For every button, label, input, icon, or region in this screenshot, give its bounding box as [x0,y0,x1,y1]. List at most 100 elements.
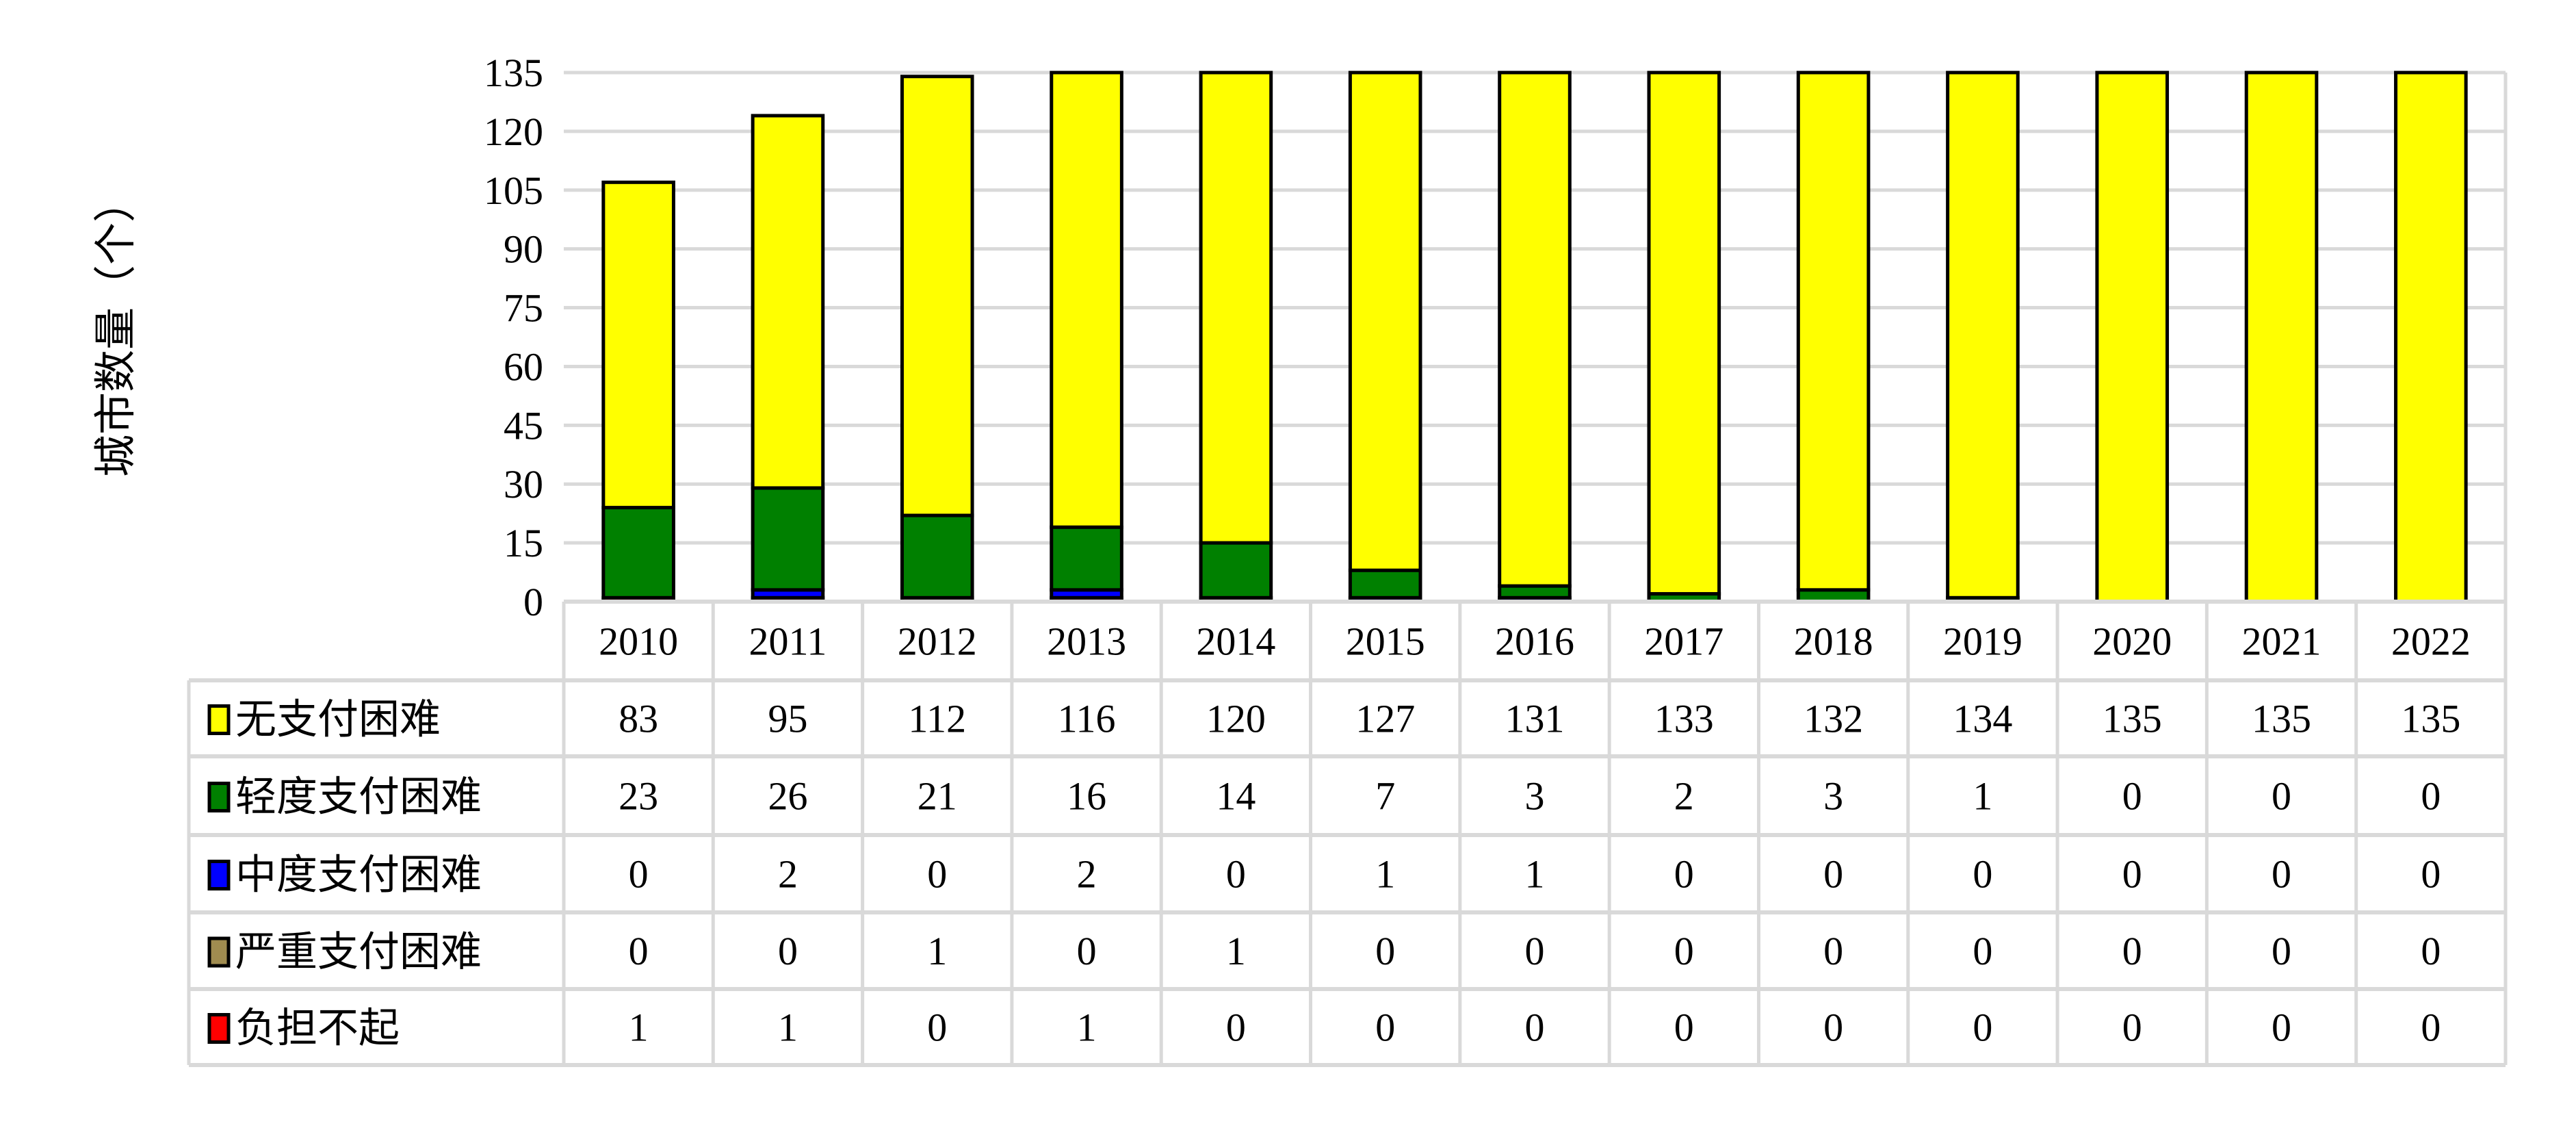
data-label: 0 [927,852,947,897]
data-label: 0 [927,1005,947,1050]
y-tick-label: 30 [504,462,543,507]
data-label: 1 [1973,774,1992,819]
bar-segment [601,506,675,600]
x-tick-label: 2019 [1943,619,2022,664]
data-label: 1 [629,1005,649,1050]
data-label: 112 [908,697,966,741]
x-tick-label: 2010 [599,619,678,664]
data-label: 116 [1058,697,1116,741]
data-label: 0 [2272,852,2291,897]
bar-segment [2244,70,2319,604]
legend-label: 无支付困难 [235,697,441,743]
bar-segment [1498,70,1572,588]
legend-swatch [207,936,231,968]
data-label: 131 [1505,697,1565,741]
data-label: 0 [1525,1005,1545,1050]
bar-segment [751,486,825,592]
data-label: 0 [2122,929,2142,973]
bar-segment [601,180,675,510]
y-tick-label: 15 [504,521,543,565]
legend-swatch [207,1013,231,1044]
y-tick-label: 45 [504,403,543,448]
data-label: 0 [2272,1005,2291,1050]
data-label: 0 [2122,852,2142,897]
bar-segment [2095,70,2170,604]
data-label: 0 [2421,852,2441,897]
bar-segment [1199,70,1273,545]
data-label: 120 [1206,697,1266,741]
x-tick-label: 2022 [2391,619,2471,664]
data-label: 0 [1973,929,1992,973]
data-label: 135 [2103,697,2162,741]
data-label: 1 [1226,929,1246,973]
bar-segment [1050,525,1123,592]
bars [601,70,2468,604]
data-label: 134 [1953,697,2012,741]
data-label: 1 [1077,1005,1097,1050]
data-label: 0 [2122,1005,2142,1050]
data-label: 0 [2421,929,2441,973]
bar-segment [751,114,825,490]
legend-label: 严重支付困难 [235,930,482,975]
legend-label: 负担不起 [235,1006,400,1051]
data-label: 0 [1077,929,1097,973]
data-label: 2 [1674,774,1694,819]
x-tick-label: 2012 [898,619,977,664]
data-label: 3 [1823,774,1843,819]
data-label: 127 [1355,697,1415,741]
y-axis-title: 城市数量（个） [93,180,140,477]
data-label: 7 [1375,774,1395,819]
data-label: 0 [1226,1005,1246,1050]
x-tick-label: 2017 [1644,619,1723,664]
y-tick-label: 75 [504,286,543,331]
data-label: 0 [1973,1005,1992,1050]
data-label: 0 [1823,929,1843,973]
data-label: 83 [619,697,658,741]
data-label: 0 [1375,929,1395,973]
x-tick-label: 2011 [749,619,827,664]
data-table: 2010 2011 2012 2013 2014 2015 2016 2017 2018 2019… [187,600,2508,1067]
data-label: 0 [1674,929,1694,973]
legend-label: 中度支付困难 [235,853,482,898]
bar-segment [1498,584,1572,600]
data-label: 0 [1973,852,1992,897]
data-label: 132 [1804,697,1863,741]
bar-segment [900,513,974,600]
data-label: 135 [2252,697,2311,741]
legend-swatch [207,860,231,890]
data-label: 0 [2421,1005,2441,1050]
x-tick-label: 2015 [1346,619,1425,664]
data-label: 1 [778,1005,798,1050]
legend-swatch [207,704,231,735]
data-label: 0 [1375,1005,1395,1050]
data-label: 0 [629,929,649,973]
bar-segment [1946,70,2020,600]
x-tick-label: 2016 [1495,619,1574,664]
y-tick-label: 105 [484,168,543,213]
data-label: 23 [619,774,658,819]
y-axis: 0 15 30 45 60 75 90 105 120 135 [484,51,543,624]
bar-segment [900,75,974,517]
data-label: 133 [1654,697,1714,741]
x-tick-label: 2020 [2092,619,2172,664]
x-tick-label: 2018 [1794,619,1873,664]
data-label: 3 [1525,774,1545,819]
data-label: 26 [768,774,807,819]
y-tick-label: 135 [484,51,543,95]
bar-segment [1199,541,1273,600]
y-tick-label: 0 [523,580,543,624]
x-tick-label: 2013 [1047,619,1126,664]
data-label: 0 [629,852,649,897]
data-label: 0 [2122,774,2142,819]
data-label: 0 [1226,852,1246,897]
data-label: 21 [918,774,957,819]
y-tick-label: 60 [504,344,543,389]
data-label: 2 [1077,852,1097,897]
x-tick-label: 2021 [2242,619,2321,664]
data-label: 0 [2272,929,2291,973]
data-label: 16 [1067,774,1106,819]
data-label: 0 [1674,852,1694,897]
data-label: 0 [2421,774,2441,819]
legend-label: 轻度支付困难 [235,775,482,820]
